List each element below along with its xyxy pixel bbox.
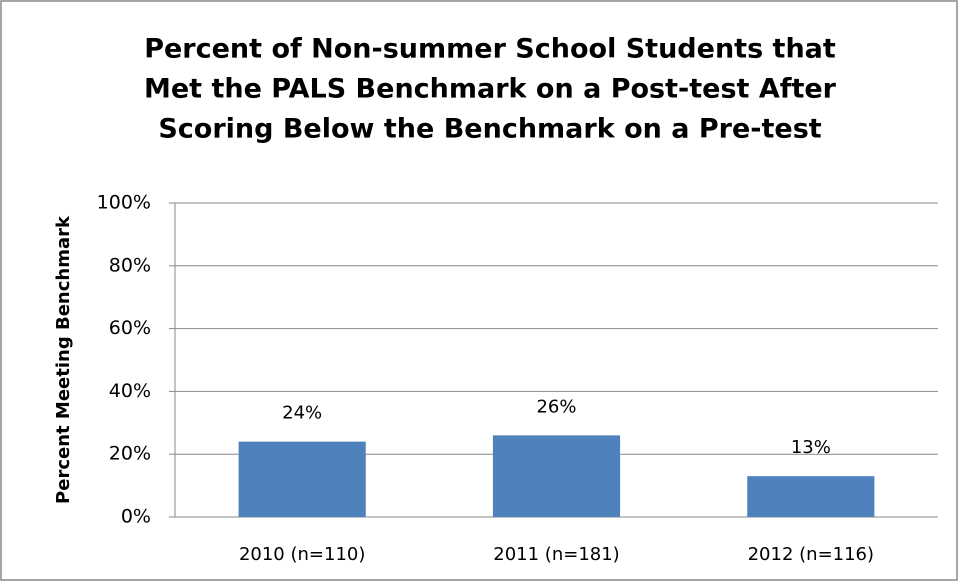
x-tick-label: 2011 (n=181): [493, 544, 619, 565]
y-tick-label: 80%: [109, 254, 151, 276]
y-tick-label: 40%: [109, 380, 151, 402]
chart-title: Met the PALS Benchmark on a Post-test Af…: [144, 74, 837, 105]
y-tick-label: 0%: [121, 506, 151, 528]
bar: [492, 435, 621, 517]
data-label: 24%: [282, 403, 322, 424]
bar: [747, 476, 875, 517]
y-tick-label: 60%: [109, 317, 151, 339]
y-tick-label: 20%: [109, 443, 151, 465]
data-label: 26%: [536, 396, 576, 417]
y-axis-label: Percent Meeting Benchmark: [53, 215, 74, 504]
chart-title: Scoring Below the Benchmark on a Pre-tes…: [158, 114, 821, 145]
bar: [238, 441, 366, 517]
x-tick-label: 2012 (n=116): [748, 544, 874, 565]
data-label: 13%: [791, 437, 831, 458]
chart-title: Percent of Non-summer School Students th…: [144, 34, 836, 65]
y-tick-label: 100%: [97, 192, 151, 214]
x-tick-label: 2010 (n=110): [239, 544, 365, 565]
